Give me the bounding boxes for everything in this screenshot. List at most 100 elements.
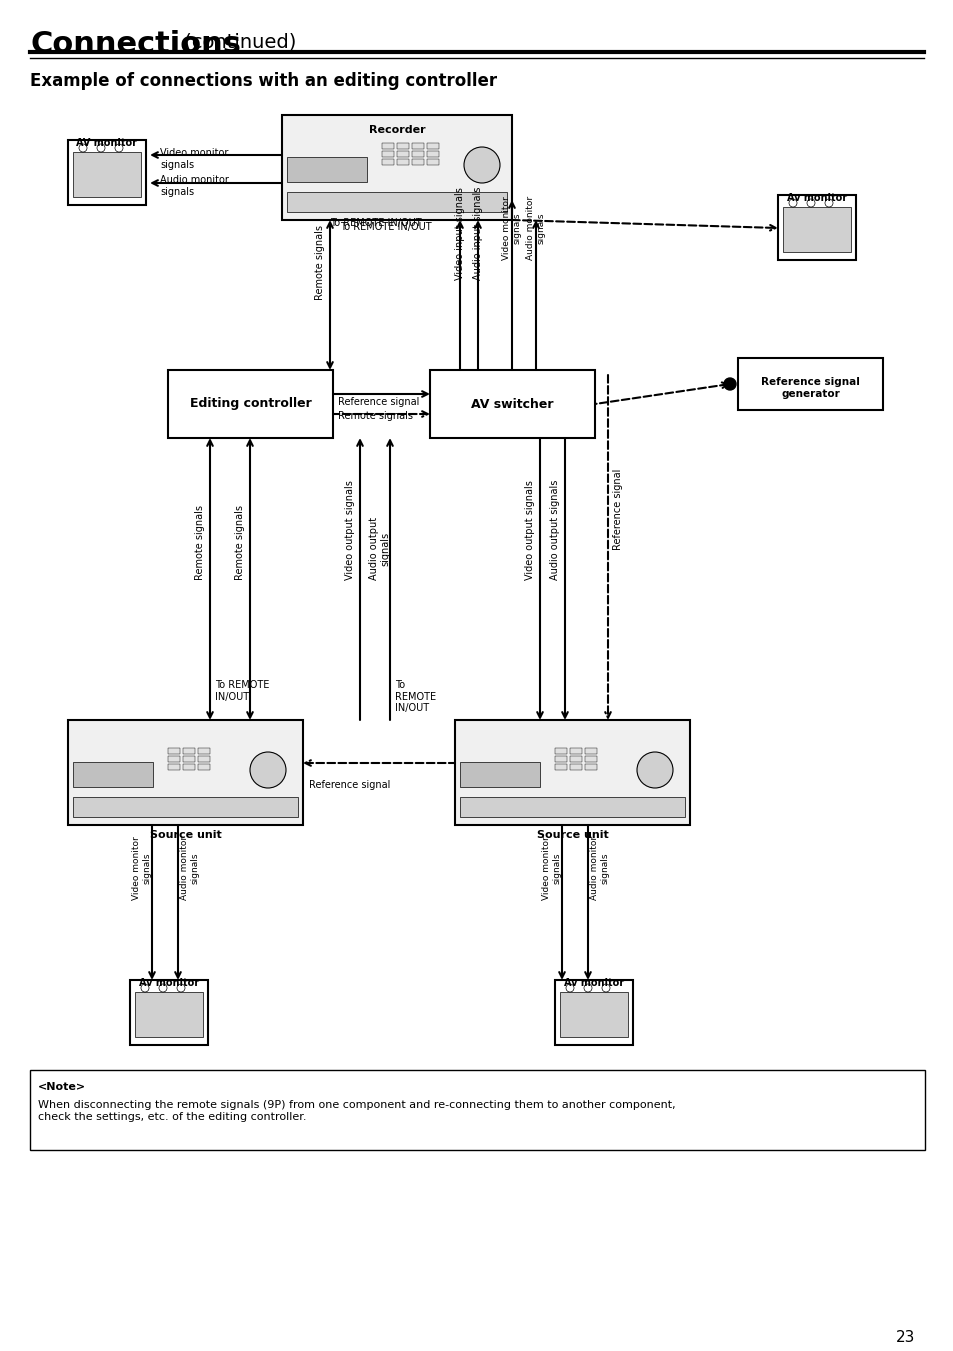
Text: Video output signals: Video output signals bbox=[345, 480, 355, 580]
Bar bbox=[198, 757, 210, 762]
Text: Video monitor
signals: Video monitor signals bbox=[160, 149, 228, 170]
Text: Remote signals: Remote signals bbox=[314, 226, 325, 300]
FancyBboxPatch shape bbox=[430, 370, 595, 438]
Bar bbox=[412, 159, 423, 165]
Bar bbox=[183, 748, 194, 754]
Text: Editing controller: Editing controller bbox=[190, 397, 311, 411]
Bar bbox=[427, 151, 438, 157]
Text: (continued): (continued) bbox=[178, 32, 296, 51]
Text: Video monitor
signals: Video monitor signals bbox=[502, 196, 521, 259]
Bar bbox=[555, 979, 633, 1046]
Bar bbox=[130, 979, 208, 1046]
Text: Reference signal
generator: Reference signal generator bbox=[760, 377, 859, 399]
Bar bbox=[569, 748, 581, 754]
Bar bbox=[183, 757, 194, 762]
Circle shape bbox=[637, 753, 672, 788]
Bar bbox=[135, 992, 203, 1038]
Circle shape bbox=[115, 145, 123, 153]
Bar bbox=[396, 159, 409, 165]
Circle shape bbox=[723, 378, 735, 390]
Bar bbox=[73, 153, 141, 197]
Circle shape bbox=[141, 984, 149, 992]
Text: Remote signals: Remote signals bbox=[234, 505, 245, 580]
Bar bbox=[287, 192, 506, 212]
Circle shape bbox=[824, 199, 832, 207]
Bar bbox=[68, 720, 303, 825]
Text: Video monitor
signals: Video monitor signals bbox=[132, 836, 152, 900]
Circle shape bbox=[177, 984, 185, 992]
Text: Example of connections with an editing controller: Example of connections with an editing c… bbox=[30, 72, 497, 91]
Bar bbox=[555, 757, 566, 762]
Text: 23: 23 bbox=[895, 1329, 914, 1346]
Circle shape bbox=[806, 199, 814, 207]
Bar bbox=[584, 757, 597, 762]
Bar bbox=[459, 762, 539, 788]
Text: Video monitor
signals: Video monitor signals bbox=[541, 836, 561, 900]
Bar bbox=[396, 143, 409, 149]
Circle shape bbox=[97, 145, 105, 153]
Text: Reference signal: Reference signal bbox=[309, 780, 391, 790]
Text: Audio monitor
signals: Audio monitor signals bbox=[160, 176, 229, 197]
Bar bbox=[168, 748, 180, 754]
Bar bbox=[287, 157, 367, 182]
Bar bbox=[455, 720, 689, 825]
Text: Video output signals: Video output signals bbox=[524, 480, 535, 580]
Bar bbox=[412, 151, 423, 157]
Text: To REMOTE IN/OUT: To REMOTE IN/OUT bbox=[330, 218, 421, 228]
Bar bbox=[412, 143, 423, 149]
Text: Remote signals: Remote signals bbox=[337, 411, 413, 422]
Bar bbox=[555, 748, 566, 754]
Text: When disconnecting the remote signals (9P) from one component and re-connecting : When disconnecting the remote signals (9… bbox=[38, 1100, 675, 1121]
Text: To
REMOTE
IN/OUT: To REMOTE IN/OUT bbox=[395, 680, 436, 713]
Bar bbox=[168, 757, 180, 762]
Bar bbox=[381, 143, 394, 149]
Bar bbox=[459, 797, 684, 817]
Text: <Note>: <Note> bbox=[38, 1082, 86, 1092]
Text: AV switcher: AV switcher bbox=[471, 397, 553, 411]
Text: Audio monitor
signals: Audio monitor signals bbox=[180, 836, 199, 900]
Bar bbox=[427, 143, 438, 149]
Circle shape bbox=[159, 984, 167, 992]
Bar bbox=[782, 207, 850, 253]
Text: Source unit: Source unit bbox=[536, 830, 608, 840]
Circle shape bbox=[583, 984, 592, 992]
Circle shape bbox=[463, 147, 499, 182]
Bar bbox=[584, 748, 597, 754]
Bar bbox=[73, 762, 152, 788]
Text: Av monitor: Av monitor bbox=[139, 978, 199, 988]
Bar bbox=[569, 757, 581, 762]
Bar bbox=[559, 992, 627, 1038]
Text: Source unit: Source unit bbox=[150, 830, 221, 840]
Bar bbox=[73, 797, 297, 817]
Text: Av monitor: Av monitor bbox=[563, 978, 623, 988]
Bar bbox=[198, 748, 210, 754]
Bar bbox=[282, 115, 512, 220]
Text: Audio output signals: Audio output signals bbox=[550, 480, 559, 580]
Text: Audio monitor
signals: Audio monitor signals bbox=[526, 196, 545, 259]
Bar bbox=[427, 159, 438, 165]
Text: Audio monitor
signals: Audio monitor signals bbox=[590, 836, 609, 900]
Bar bbox=[68, 141, 146, 205]
Circle shape bbox=[565, 984, 574, 992]
Text: Av monitor: Av monitor bbox=[786, 193, 846, 203]
Text: Reference signal: Reference signal bbox=[613, 469, 622, 550]
Text: To REMOTE IN/OUT: To REMOTE IN/OUT bbox=[339, 222, 431, 232]
FancyBboxPatch shape bbox=[168, 370, 333, 438]
Bar bbox=[778, 195, 855, 259]
Text: Audio output
signals: Audio output signals bbox=[369, 517, 391, 580]
Circle shape bbox=[788, 199, 796, 207]
Circle shape bbox=[79, 145, 87, 153]
Text: AV monitor: AV monitor bbox=[76, 138, 137, 149]
Text: Reference signal: Reference signal bbox=[337, 397, 419, 407]
Text: Recorder: Recorder bbox=[368, 126, 425, 135]
Bar bbox=[396, 151, 409, 157]
FancyBboxPatch shape bbox=[30, 1070, 924, 1150]
Bar bbox=[569, 765, 581, 770]
Text: To REMOTE
IN/OUT: To REMOTE IN/OUT bbox=[214, 680, 269, 701]
Text: Video input signals: Video input signals bbox=[455, 188, 464, 280]
Bar bbox=[381, 151, 394, 157]
Circle shape bbox=[601, 984, 609, 992]
Bar bbox=[584, 765, 597, 770]
Bar bbox=[183, 765, 194, 770]
Text: Remote signals: Remote signals bbox=[194, 505, 205, 580]
